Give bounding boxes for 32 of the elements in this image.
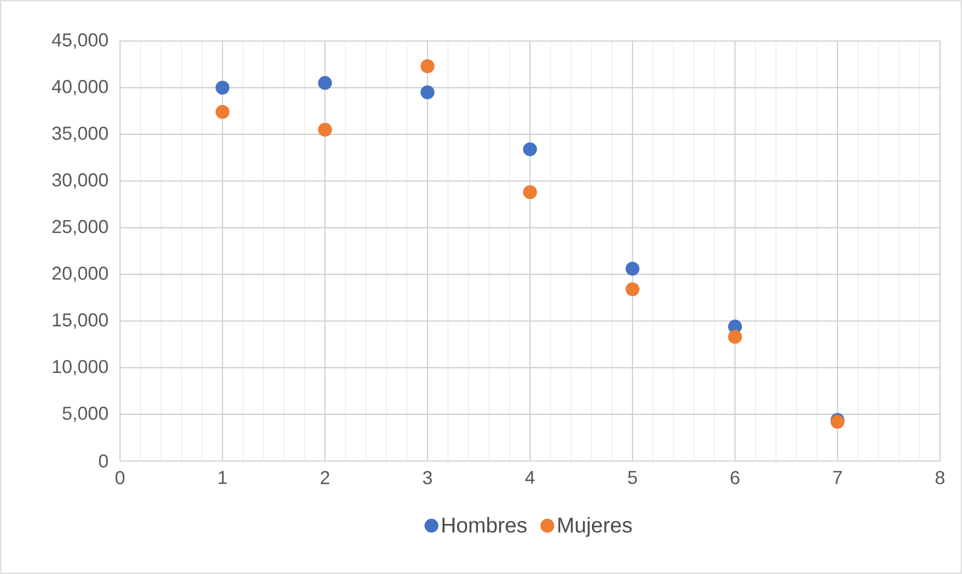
x-tick-label: 7 xyxy=(833,471,842,484)
legend-label: Hombres xyxy=(442,517,527,533)
x-tick-label: 4 xyxy=(525,471,535,484)
x-tick-label: 5 xyxy=(628,471,637,484)
y-tick-label: 40,000 xyxy=(52,80,108,96)
x-tick-label: 0 xyxy=(116,471,124,484)
legend-label: Mujeres xyxy=(558,517,632,537)
point xyxy=(626,282,640,296)
x-tick-label: 1 xyxy=(218,471,227,484)
x-tick-label: 3 xyxy=(423,471,432,484)
x-tick-label: 2 xyxy=(320,471,330,484)
point xyxy=(318,76,332,90)
point xyxy=(420,85,434,100)
y-tick-label: 20,000 xyxy=(52,266,108,282)
point xyxy=(626,262,640,276)
point xyxy=(216,104,230,119)
point xyxy=(523,142,537,156)
point xyxy=(420,59,434,74)
y-tick-label: 45,000 xyxy=(52,33,108,49)
y-tick-label: 35,000 xyxy=(52,126,108,142)
y-tick-label: 25,000 xyxy=(52,220,108,236)
point xyxy=(216,80,230,95)
point xyxy=(318,122,332,137)
y-tick-label: 10,000 xyxy=(52,360,108,376)
x-tick-label: 6 xyxy=(730,471,740,484)
y-tick-label: 5,000 xyxy=(62,406,108,422)
y-tick-label: 0 xyxy=(98,454,108,468)
x-tick-label: 8 xyxy=(936,471,944,484)
point xyxy=(728,330,742,344)
y-tick-label: 30,000 xyxy=(52,173,108,189)
y-tick-label: 15,000 xyxy=(52,313,108,329)
point xyxy=(523,185,537,200)
